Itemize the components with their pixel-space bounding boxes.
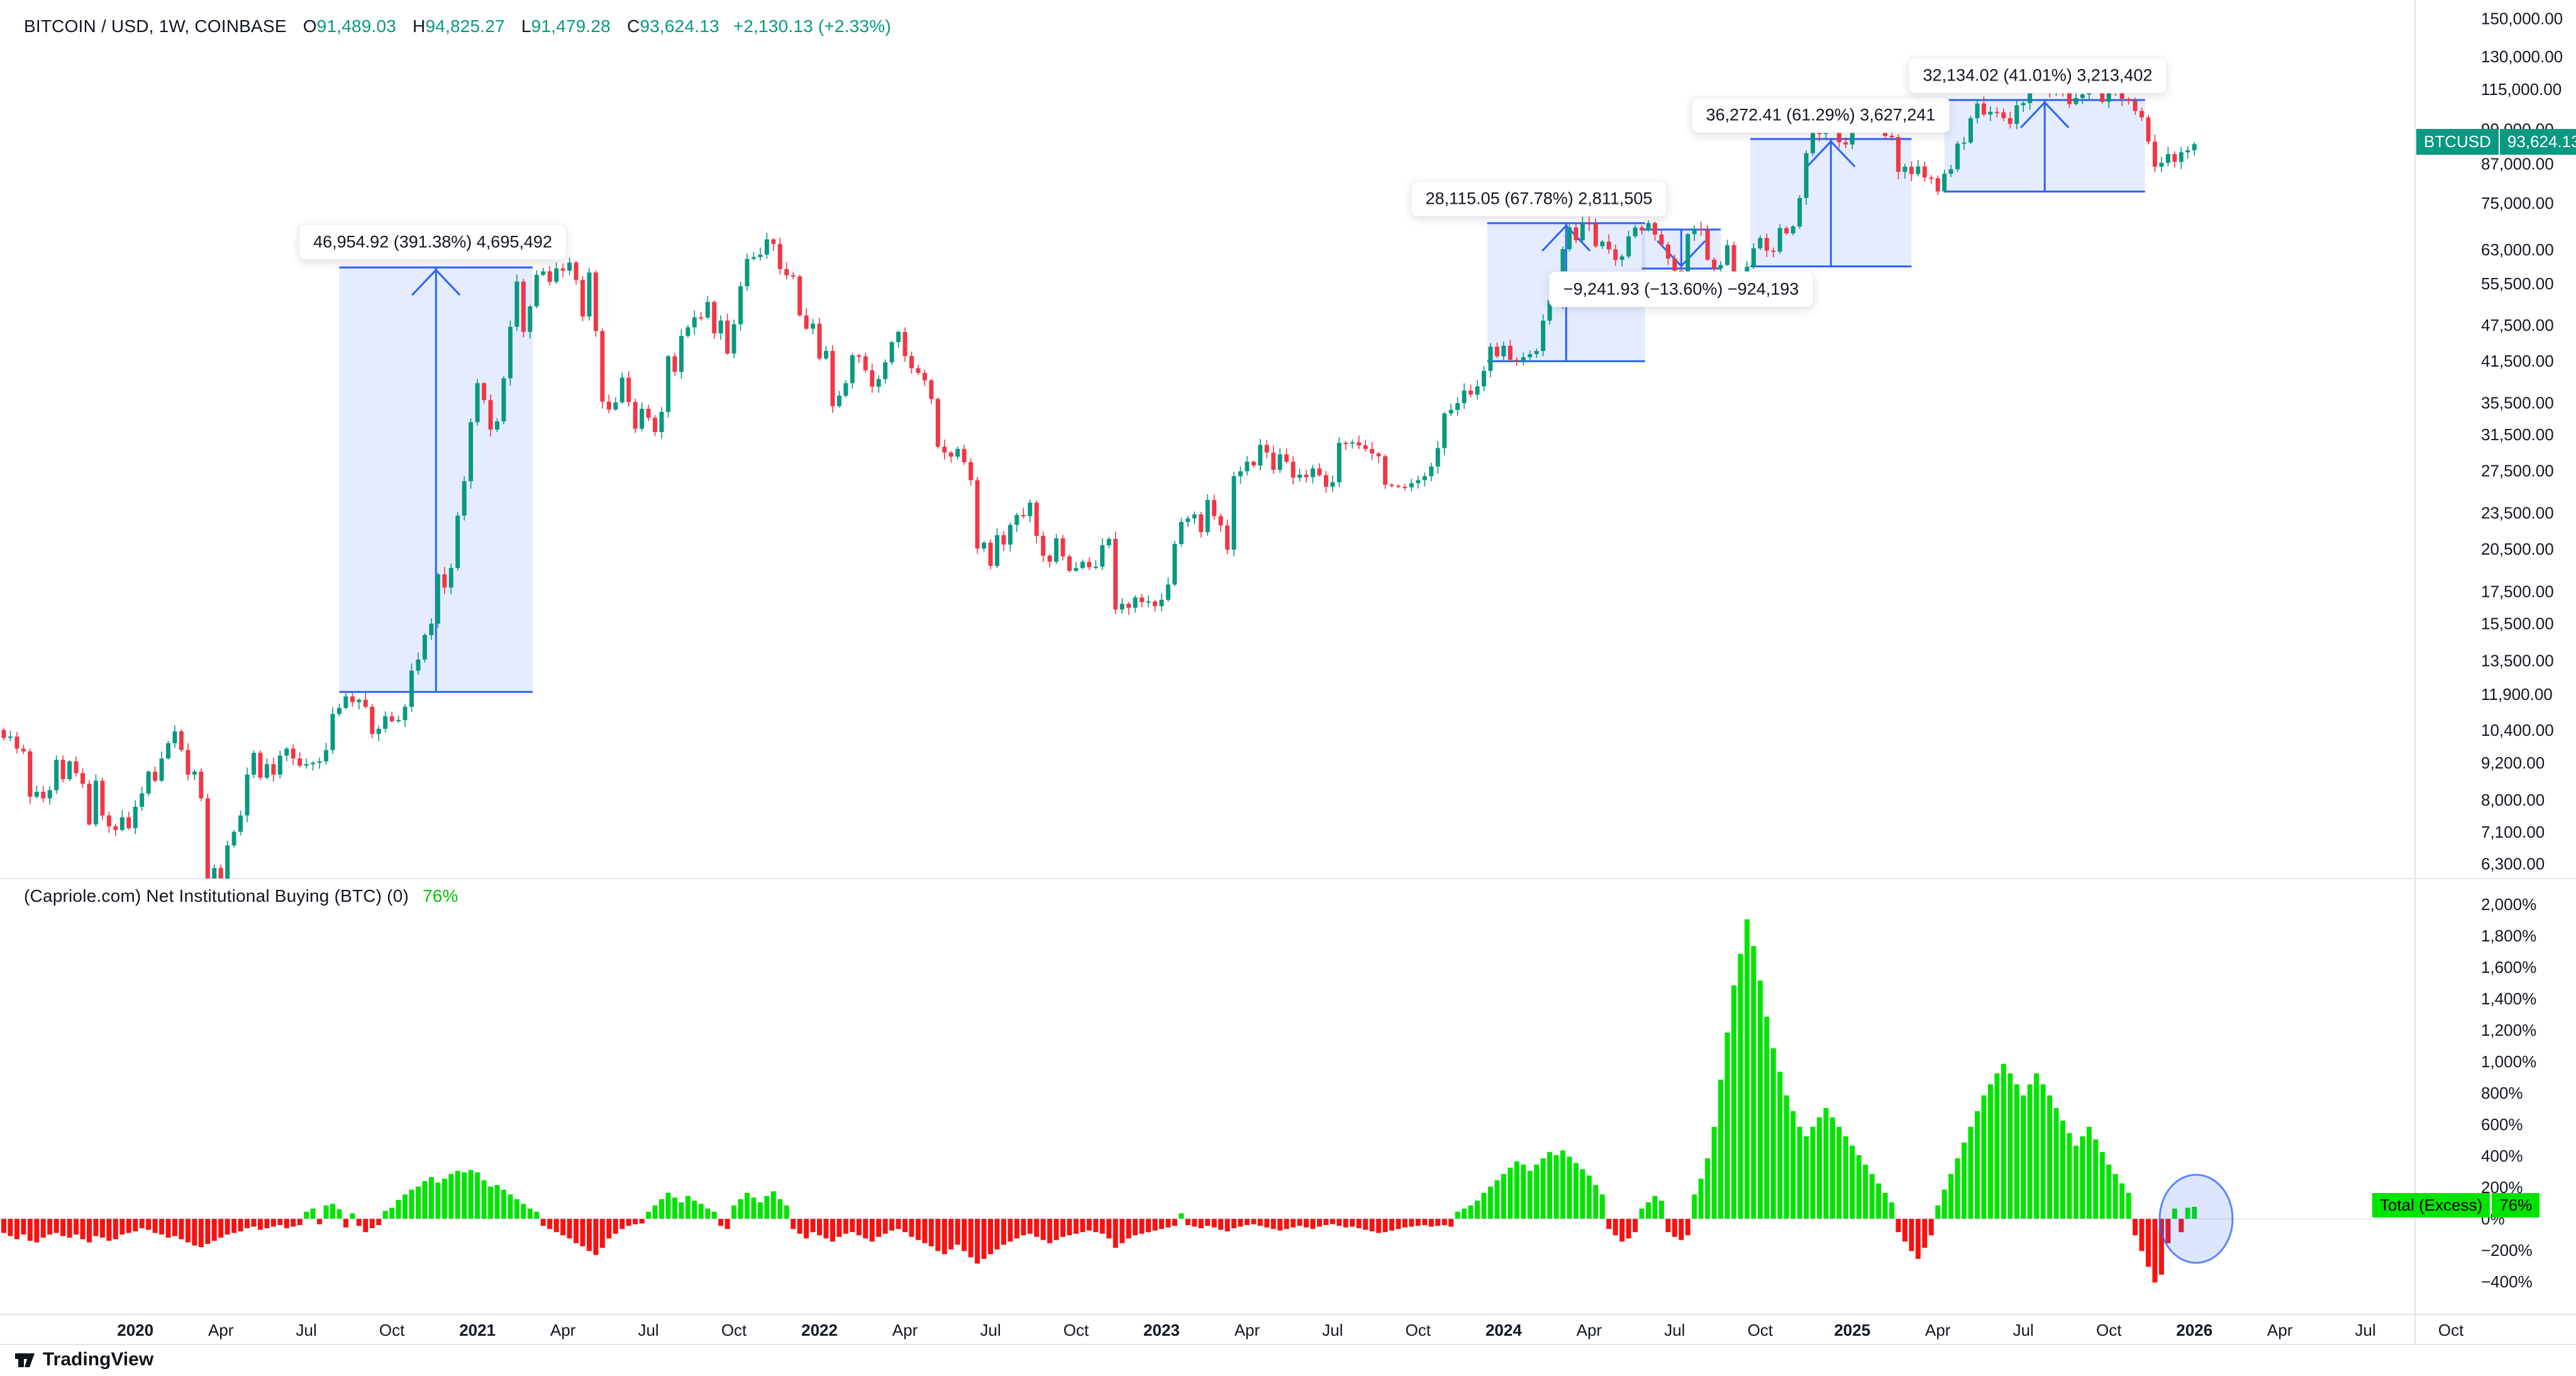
indicator-value: 76% — [422, 886, 458, 906]
measure-tooltip-4: 36,272.41 (61.29%) 3,627,241 — [1691, 97, 1950, 133]
axis-tick-label: 47,500.00 — [2481, 316, 2554, 335]
axis-tick-label: 130,000.00 — [2481, 47, 2563, 66]
axis-tick-label: 1,600% — [2481, 958, 2536, 977]
axis-tick-label: Jul — [1322, 1321, 1343, 1340]
measure-tooltip-3: −9,241.93 (−13.60%) −924,193 — [1548, 271, 1814, 308]
open-value: 91,489.03 — [316, 16, 397, 36]
close-label: C — [626, 16, 640, 36]
axis-tick-label: 41,500.00 — [2481, 352, 2554, 370]
low-value: 91,479.28 — [531, 16, 611, 36]
close-value: 93,624.13 — [640, 16, 719, 36]
axis-tick-label: 13,500.00 — [2481, 651, 2554, 670]
axis-tick-label: 10,400.00 — [2481, 721, 2554, 740]
axis-tick-label: Apr — [1235, 1321, 1260, 1340]
axis-tick-label: Apr — [2267, 1321, 2293, 1340]
total-excess-label: Total (Excess) — [2372, 1193, 2490, 1218]
axis-tick-label: Jul — [296, 1321, 317, 1340]
axis-tick-label: 1,000% — [2481, 1052, 2536, 1071]
axis-tick-label: 87,000.00 — [2481, 154, 2554, 173]
axis-tick-label: Jul — [2355, 1321, 2376, 1340]
measurement-boxes — [339, 99, 2145, 693]
axis-tick-label: 31,500.00 — [2481, 425, 2554, 444]
axis-tick-label: 2022 — [801, 1321, 838, 1340]
axis-tick-label: 20,500.00 — [2481, 540, 2554, 558]
axis-tick-label: Apr — [550, 1321, 576, 1340]
axis-tick-label: 1,800% — [2481, 926, 2536, 945]
axis-tick-label: 11,900.00 — [2481, 685, 2553, 704]
axis-tick-label: 75,000.00 — [2481, 194, 2554, 213]
axis-tick-label: 150,000.00 — [2481, 9, 2563, 28]
axis-tick-label: 9,200.00 — [2481, 753, 2545, 772]
axis-tick-label: 600% — [2481, 1115, 2523, 1134]
symbol-legend[interactable]: BITCOIN / USD, 1W, COINBASE O91,489.03 H… — [24, 16, 891, 36]
indicator-legend[interactable]: (Capriole.com) Net Institutional Buying … — [24, 886, 458, 906]
total-excess-value: 76% — [2492, 1193, 2540, 1218]
axis-tick-label: Oct — [2096, 1321, 2122, 1340]
axis-tick-label: Jul — [1664, 1321, 1685, 1340]
axis-tick-label: 2,000% — [2481, 895, 2536, 914]
axis-tick-label: 8,000.00 — [2481, 791, 2545, 809]
tradingview-logo[interactable]: TradingView — [14, 1348, 153, 1371]
axis-tick-label: Oct — [1406, 1321, 1431, 1340]
high-value: 94,825.27 — [425, 16, 505, 36]
last-price-tag[interactable]: BTCUSD 93,624.13 — [2416, 129, 2576, 155]
axis-tick-label: 1,200% — [2481, 1021, 2536, 1040]
axis-tick-label: Apr — [1577, 1321, 1602, 1340]
highlight-ellipse[interactable] — [2158, 1173, 2234, 1264]
axis-tick-label: 35,500.00 — [2481, 393, 2554, 412]
measure-tooltip-1: 46,954.92 (391.38%) 4,695,492 — [299, 224, 567, 260]
axis-tick-label: 2020 — [117, 1321, 153, 1340]
axis-tick-label: 2023 — [1143, 1321, 1180, 1340]
last-price-symbol: BTCUSD — [2416, 129, 2499, 155]
nib-histogram-series[interactable] — [1, 919, 2197, 1283]
measure-tooltip-5: 32,134.02 (41.01%) 3,213,402 — [1908, 57, 2167, 94]
axis-tick-label: Apr — [208, 1321, 234, 1340]
axis-tick-label: −200% — [2481, 1241, 2533, 1260]
axis-tick-label: 23,500.00 — [2481, 503, 2554, 522]
axis-tick-label: 800% — [2481, 1084, 2523, 1102]
axis-tick-label: Oct — [379, 1321, 405, 1340]
axis-tick-label: 1,400% — [2481, 989, 2536, 1008]
axis-tick-label: Apr — [1925, 1321, 1951, 1340]
measure-tooltip-2: 28,115.05 (67.78%) 2,811,505 — [1411, 180, 1667, 217]
axis-tick-label: Jul — [2013, 1321, 2034, 1340]
axis-tick-label: Oct — [2438, 1321, 2464, 1340]
axis-tick-label: Oct — [721, 1321, 747, 1340]
axis-tick-label: 27,500.00 — [2481, 462, 2554, 480]
axis-tick-label: Jul — [638, 1321, 658, 1340]
axis-tick-label: 2021 — [459, 1321, 496, 1340]
symbol-title: BITCOIN / USD, 1W, COINBASE — [24, 16, 287, 36]
tradingview-logo-icon — [15, 1353, 35, 1367]
axis-tick-label: 17,500.00 — [2481, 582, 2554, 601]
axis-tick-label: 115,000.00 — [2481, 80, 2562, 99]
axis-tick-label: 15,500.00 — [2481, 614, 2554, 633]
axis-tick-label: 400% — [2481, 1146, 2523, 1165]
axis-tick-label: Jul — [980, 1321, 1001, 1340]
high-label: H — [413, 16, 426, 36]
open-label: O — [303, 16, 317, 36]
axis-tick-label: 2024 — [1485, 1321, 1522, 1340]
axis-tick-label: 2025 — [1834, 1321, 1870, 1340]
tradingview-logo-text: TradingView — [43, 1349, 154, 1370]
change-value: +2,130.13 (+2.33%) — [733, 16, 891, 36]
axis-tick-label: 7,100.00 — [2481, 823, 2545, 841]
indicator-title: (Capriole.com) Net Institutional Buying … — [24, 886, 409, 906]
axis-tick-label: 6,300.00 — [2481, 854, 2545, 873]
last-price-value: 93,624.13 — [2499, 129, 2576, 155]
axis-tick-label: Apr — [892, 1321, 918, 1340]
axis-tick-label: 2026 — [2176, 1321, 2212, 1340]
axis-tick-label: 63,000.00 — [2481, 240, 2554, 259]
axis-tick-label: Oct — [1748, 1321, 1774, 1340]
axis-tick-label: 55,500.00 — [2481, 274, 2554, 293]
indicator-total-tag[interactable]: Total (Excess) 76% — [2372, 1193, 2540, 1218]
axis-tick-label: −400% — [2481, 1272, 2533, 1291]
axis-tick-label: Oct — [1063, 1321, 1089, 1340]
low-label: L — [521, 16, 531, 36]
